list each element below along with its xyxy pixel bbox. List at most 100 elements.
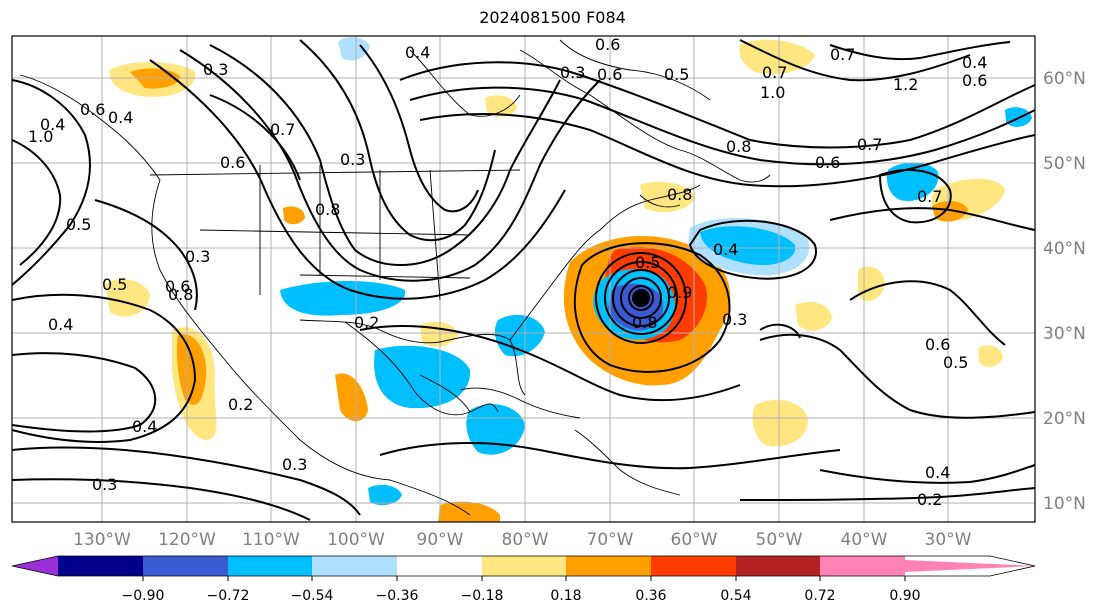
colorbar-tick-label: −0.72: [207, 588, 250, 604]
longitude-label: 80°W: [502, 530, 549, 550]
map-frame: [11, 35, 1036, 523]
cold-anomaly: [280, 281, 406, 316]
longitude-label: 60°W: [671, 530, 718, 550]
colorbar-segment: [58, 556, 143, 576]
contour-label: 0.6: [925, 335, 950, 354]
contour-label: 0.8: [667, 185, 692, 204]
contour-label: 0.5: [102, 275, 127, 294]
contour-label: 0.3: [92, 475, 117, 494]
longitude-label: 50°W: [756, 530, 803, 550]
contour-label: 0.4: [48, 315, 73, 334]
warm-anomaly: [752, 400, 808, 447]
contour-label: 0.4: [108, 108, 133, 127]
longitude-label: 90°W: [417, 530, 464, 550]
colorbar-outline: [11, 555, 1036, 577]
warm-anomaly: [335, 373, 368, 422]
colorbar-segment: [566, 556, 651, 576]
latitude-label: 60°N: [1043, 69, 1086, 89]
colorbar-segment: [482, 556, 566, 576]
cold-anomaly: [338, 37, 370, 61]
warm-anomaly: [283, 206, 305, 225]
colorbar-tick-label: −0.36: [376, 588, 419, 604]
latitude-label: 50°N: [1043, 154, 1086, 174]
warm-anomaly: [795, 301, 832, 331]
contour-label: 0.8: [315, 200, 340, 219]
contour-label: 0.6: [962, 71, 987, 90]
contour-label: 0.8: [168, 285, 193, 304]
cold-anomaly: [700, 226, 796, 266]
colorbar-segment: [820, 556, 905, 576]
colorbar-tick-label: −0.18: [461, 588, 504, 604]
contour-label: 0.8: [726, 137, 751, 156]
colorbar-segment: [736, 556, 820, 576]
warm-anomaly: [438, 501, 500, 522]
contour-label: 0.4: [405, 43, 430, 62]
contour-label: 0.3: [560, 63, 585, 82]
contour-label: 0.6: [220, 153, 245, 172]
latitude-label: 30°N: [1043, 324, 1086, 344]
contour-label: 1.0: [760, 83, 785, 102]
longitude-label: 130°W: [73, 530, 131, 550]
cyclone-center-marker: [632, 289, 650, 307]
contour-label: 0.3: [722, 310, 747, 329]
contour-label: 0.7: [857, 135, 882, 154]
cold-anomaly: [466, 404, 525, 455]
longitude-label: 110°W: [242, 530, 300, 550]
contour-label: 0.6: [165, 277, 190, 296]
longitude-axis: 130°W 120°W 110°W 100°W 90°W 80°W 70°W 6…: [73, 530, 972, 550]
colorbar-segment: [228, 556, 312, 576]
contour-label: 0.7: [270, 120, 295, 139]
contour-label: 0.2: [228, 395, 253, 414]
cold-anomaly: [368, 484, 402, 506]
contour-label: 0.4: [713, 240, 738, 259]
contour-label: 0.7: [830, 45, 855, 64]
contour-label: 0.6: [595, 35, 620, 54]
map-title: 2024081500 F084: [479, 8, 626, 27]
contour-label: 1.0: [28, 127, 53, 146]
contour-label: 0.3: [203, 60, 228, 79]
colorbar: −0.90 −0.72 −0.54 −0.36 −0.18 0.18 0.36 …: [11, 555, 1036, 604]
contour-label: 1.2: [893, 75, 918, 94]
colorbar-tick-label: 0.18: [550, 588, 581, 604]
contour-label: 0.4: [962, 53, 987, 72]
colorbar-segment: [143, 556, 228, 576]
colorbar-extend-low: [12, 556, 58, 576]
contour-label: 0.2: [917, 490, 942, 509]
contour-label: 0.4: [925, 463, 950, 482]
colorbar-tick-label: −0.90: [122, 588, 165, 604]
longitude-label: 70°W: [587, 530, 634, 550]
warm-anomaly: [105, 279, 150, 317]
shading-layer: [105, 37, 1032, 522]
longitude-label: 120°W: [158, 530, 216, 550]
warm-anomaly: [485, 95, 517, 117]
warm-anomaly: [176, 334, 207, 405]
warm-anomaly: [932, 201, 968, 222]
colorbar-segment: [651, 556, 736, 576]
contour-label: 0.5: [943, 353, 968, 372]
contour-label: 0.2: [354, 313, 379, 332]
colorbar-tick-label: 0.72: [804, 588, 835, 604]
contour-label: 0.6: [80, 100, 105, 119]
contour-label-layer: 0.3 0.4 0.6 0.6 0.5 0.7 1.0 1.2 0.4 0.6 …: [28, 35, 987, 509]
contour-label: 0.6: [815, 153, 840, 172]
contour-lines: [11, 39, 1036, 521]
contour-label: 0.5: [664, 65, 689, 84]
contour-label: 0.4: [132, 417, 157, 436]
contour-label: 0.4: [40, 115, 65, 134]
longitude-label: 30°W: [925, 530, 972, 550]
contour-label: 0.7: [762, 63, 787, 82]
longitude-label: 40°W: [841, 530, 888, 550]
colorbar-tick-label: 0.90: [889, 588, 920, 604]
contour-label: 0.5: [66, 215, 91, 234]
contour-label: 0.7: [917, 187, 942, 206]
colorbar-tick-label: −0.54: [291, 588, 334, 604]
contour-label: 0.3: [282, 455, 307, 474]
latitude-label: 10°N: [1043, 494, 1086, 514]
colorbar-tick-label: 0.54: [720, 588, 751, 604]
contour-label: 0.6: [597, 65, 622, 84]
latitude-axis: 60°N 50°N 40°N 30°N 20°N 10°N: [1043, 69, 1086, 514]
contour-label: 0.3: [185, 247, 210, 266]
colorbar-segment: [312, 556, 397, 576]
contour-label: 0.8: [632, 313, 657, 332]
